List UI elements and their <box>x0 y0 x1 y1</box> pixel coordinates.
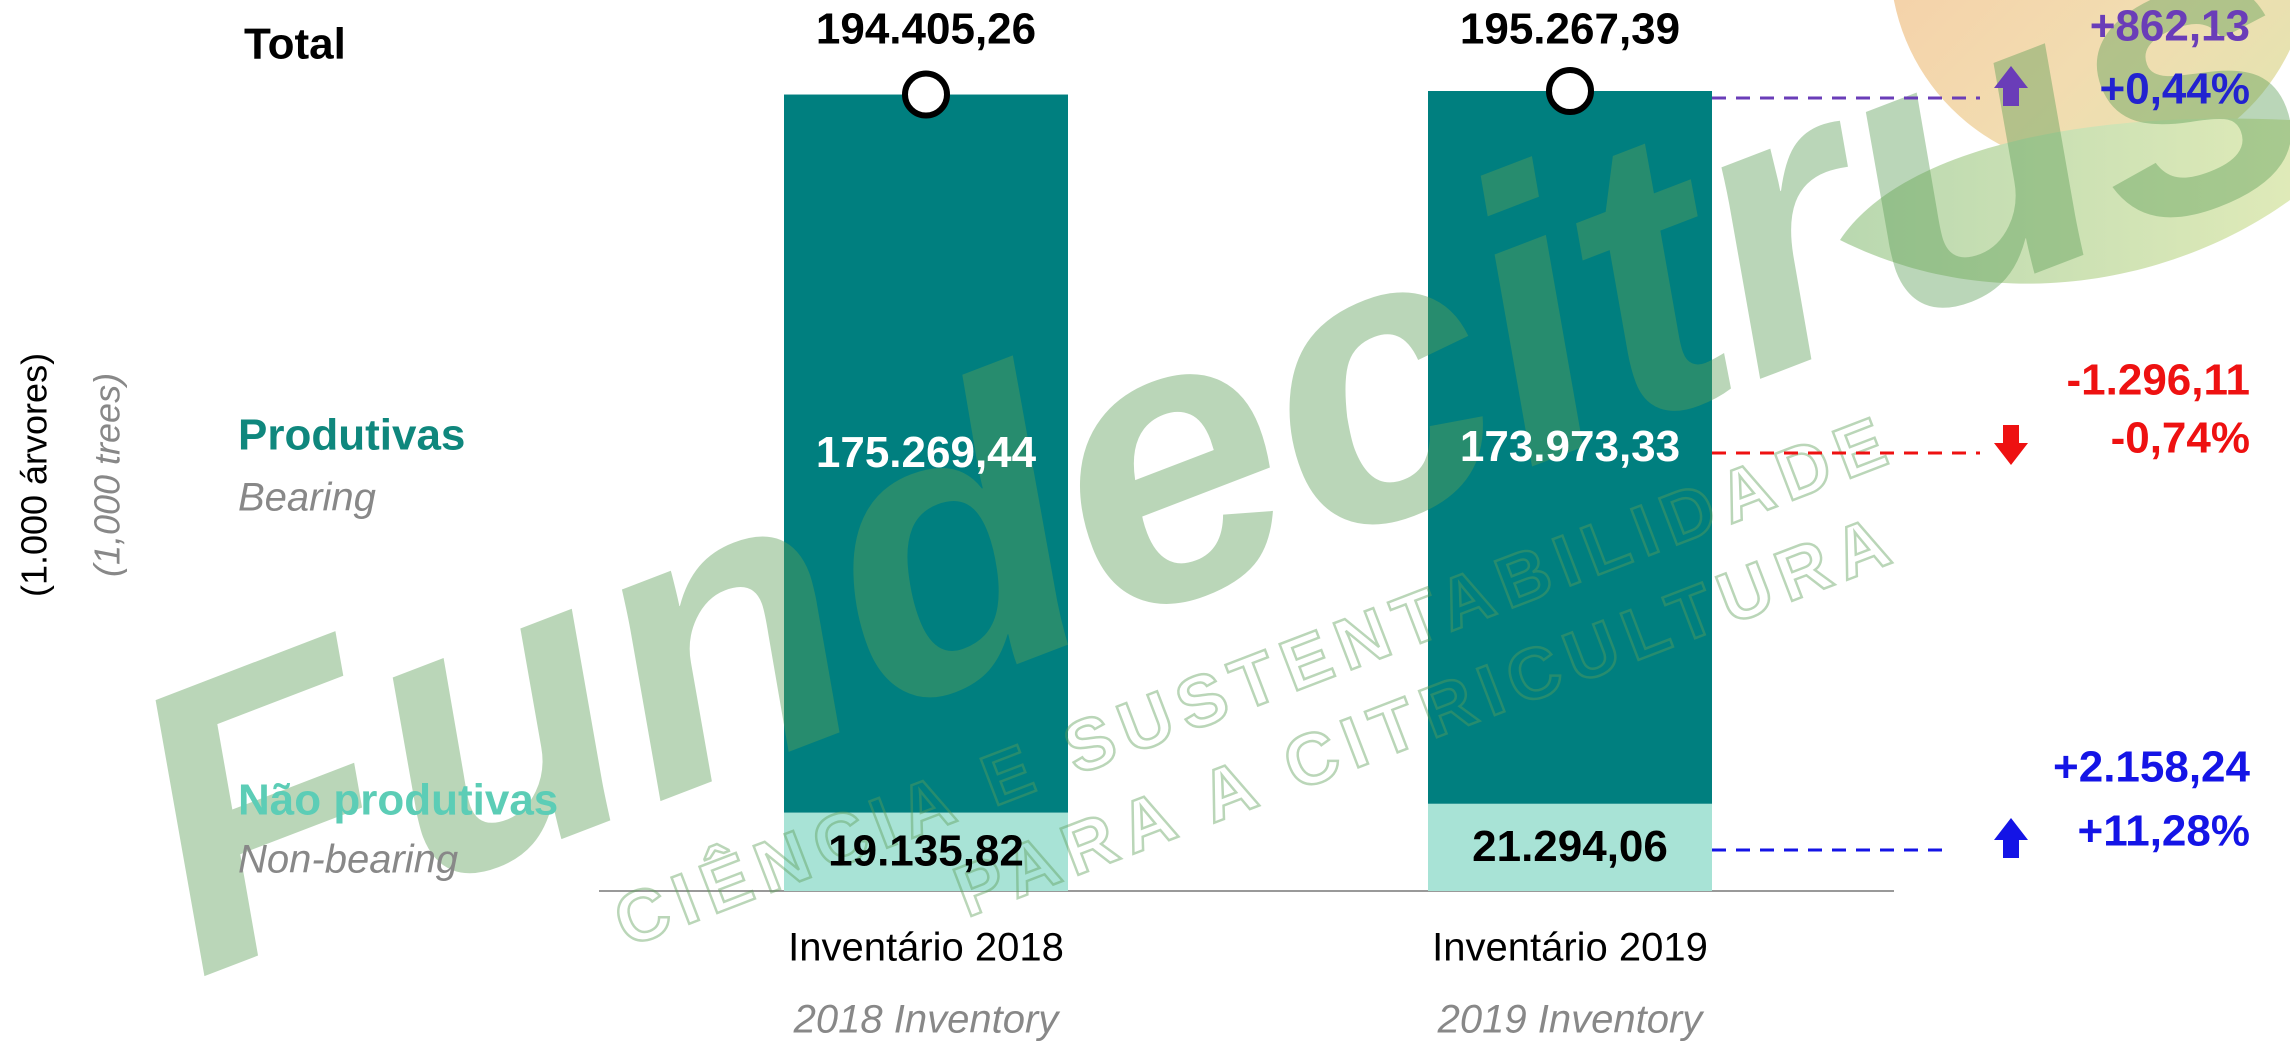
change-percent: -0,74% <box>2111 414 2250 463</box>
decor-leaf <box>1840 118 2290 284</box>
series-label-en: Non-bearing <box>238 838 458 882</box>
total-marker <box>1546 67 1594 115</box>
change-value: -1.296,11 <box>2067 356 2251 405</box>
total-label: 195.267,39 <box>1460 5 1680 54</box>
change-percent: +0,44% <box>2100 65 2250 114</box>
segment-label: 19.135,82 <box>828 826 1024 875</box>
series-label: Não produtivas <box>238 776 558 825</box>
change-value: +862,13 <box>2090 2 2250 51</box>
bar-segment <box>784 94 1068 813</box>
segment-label: 21.294,06 <box>1472 822 1668 871</box>
series-label: Produtivas <box>238 411 465 460</box>
y-axis-label: (1.000 árvores) <box>14 353 55 597</box>
change-arrow <box>1994 425 2028 465</box>
change-arrow <box>1994 818 2028 858</box>
change-value: +2.158,24 <box>2053 743 2250 792</box>
total-label: 194.405,26 <box>816 5 1036 54</box>
x-tick-label: Inventário 2018 <box>788 926 1064 970</box>
bar-segment <box>1428 91 1712 804</box>
watermark-brand: Fundecitrus <box>68 0 2290 1045</box>
total-label: Total <box>244 20 346 69</box>
segment-label: 175.269,44 <box>816 428 1037 477</box>
x-tick-label-en: 2019 Inventory <box>1437 998 1706 1042</box>
total-marker <box>902 70 950 119</box>
bar-segment <box>784 812 1068 891</box>
series-label-en: Bearing <box>238 476 376 520</box>
change-percent: +11,28% <box>2078 807 2251 856</box>
y-axis-label-en: (1,000 trees) <box>87 373 128 577</box>
watermark: Fundecitrus CIÊNCIA E SUSTENTABILIDADE P… <box>68 0 2290 1045</box>
x-tick-label-en: 2018 Inventory <box>793 998 1062 1042</box>
bar-segment <box>1428 803 1712 891</box>
segment-label: 173.973,33 <box>1460 422 1680 471</box>
x-tick-label: Inventário 2019 <box>1432 926 1708 970</box>
change-arrow <box>1994 66 2028 106</box>
